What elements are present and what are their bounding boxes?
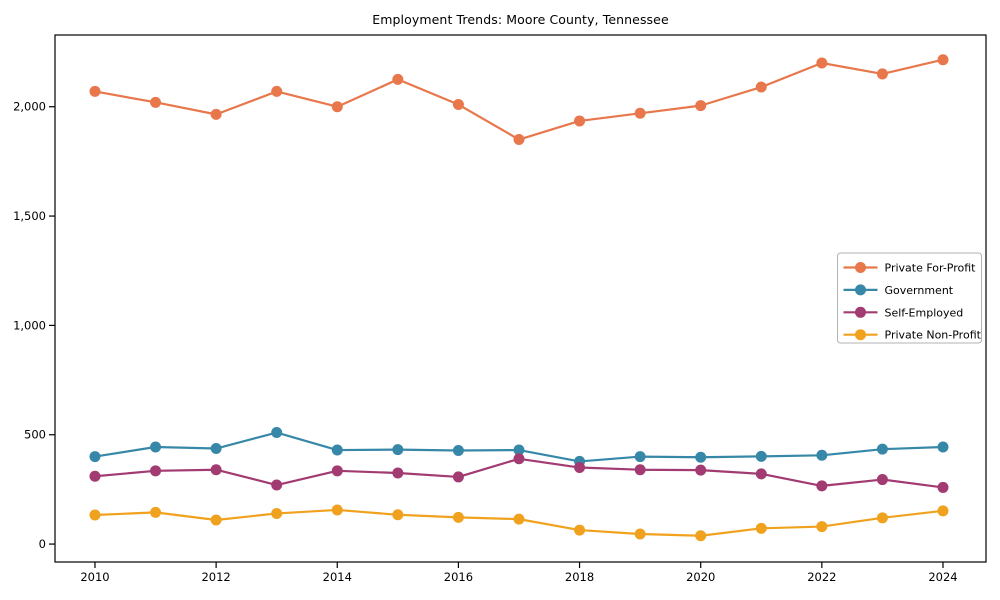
x-tick-label: 2022 bbox=[807, 570, 836, 584]
legend: Private For-Profit Government Self-Employe… bbox=[837, 252, 982, 344]
series-marker-private-for-profit bbox=[271, 85, 283, 97]
series-marker-private-for-profit bbox=[513, 134, 525, 146]
series-marker-government bbox=[816, 449, 828, 461]
series-marker-government bbox=[392, 444, 404, 456]
series-marker-government bbox=[331, 444, 343, 456]
x-tick-label: 2016 bbox=[444, 570, 473, 584]
series-marker-private-for-profit bbox=[150, 96, 162, 108]
y-tick-label: 0 bbox=[39, 537, 46, 551]
series-marker-private-non-profit bbox=[271, 507, 283, 519]
y-tick-label: 500 bbox=[24, 428, 46, 442]
x-tick-label: 2018 bbox=[565, 570, 594, 584]
series-marker-private-non-profit bbox=[937, 505, 949, 517]
series-marker-private-non-profit bbox=[755, 522, 767, 534]
series-marker-self-employed bbox=[150, 465, 162, 477]
series-marker-private-non-profit bbox=[574, 524, 586, 536]
series-marker-private-for-profit bbox=[452, 99, 464, 111]
series-marker-private-non-profit bbox=[331, 504, 343, 516]
series-marker-private-for-profit bbox=[89, 85, 101, 97]
series-marker-private-non-profit bbox=[816, 521, 828, 533]
series-marker-private-non-profit bbox=[634, 528, 646, 540]
series-marker-government bbox=[210, 443, 222, 455]
series-marker-private-for-profit bbox=[574, 115, 586, 127]
legend-label-private-non-profit: Private Non-Profit bbox=[885, 329, 982, 342]
series-marker-self-employed bbox=[89, 470, 101, 482]
series-marker-private-non-profit bbox=[452, 511, 464, 523]
x-tick-label: 2012 bbox=[201, 570, 230, 584]
series-marker-private-non-profit bbox=[210, 514, 222, 526]
legend-label-government: Government bbox=[885, 284, 954, 297]
series-marker-government bbox=[876, 443, 888, 455]
series-marker-self-employed bbox=[816, 480, 828, 492]
x-tick-label: 2020 bbox=[686, 570, 715, 584]
series-marker-private-non-profit bbox=[89, 509, 101, 521]
series-marker-private-non-profit bbox=[392, 509, 404, 521]
series-marker-self-employed bbox=[634, 464, 646, 476]
series-marker-private-for-profit bbox=[816, 57, 828, 69]
plot-frame bbox=[54, 34, 987, 563]
series-marker-self-employed bbox=[755, 468, 767, 480]
series-marker-private-for-profit bbox=[331, 101, 343, 113]
legend-marker-government bbox=[855, 284, 866, 296]
chart-title: Employment Trends: Moore County, Tenness… bbox=[372, 12, 669, 27]
series-line-private-for-profit bbox=[93, 58, 945, 141]
series-marker-private-for-profit bbox=[755, 81, 767, 93]
y-tick-label: 2,000 bbox=[13, 100, 46, 114]
series-marker-government bbox=[150, 441, 162, 453]
series-marker-private-for-profit bbox=[937, 54, 949, 66]
x-tick-label: 2024 bbox=[928, 570, 957, 584]
series-marker-private-for-profit bbox=[634, 107, 646, 119]
series-marker-private-non-profit bbox=[876, 512, 888, 524]
x-tick-label: 2010 bbox=[80, 570, 109, 584]
y-tick-label: 1,500 bbox=[13, 209, 46, 223]
series-marker-private-non-profit bbox=[513, 513, 525, 525]
series-marker-government bbox=[695, 451, 707, 463]
legend-marker-private-non-profit bbox=[855, 329, 866, 341]
legend-marker-private-for-profit bbox=[855, 262, 866, 273]
series-marker-private-non-profit bbox=[150, 506, 162, 518]
series-marker-self-employed bbox=[574, 462, 586, 474]
series-marker-self-employed bbox=[210, 464, 222, 476]
series-marker-self-employed bbox=[392, 467, 404, 479]
y-tick-label: 1,000 bbox=[13, 318, 46, 332]
series-marker-government bbox=[634, 451, 646, 463]
series-marker-private-for-profit bbox=[210, 108, 222, 120]
series-marker-government bbox=[513, 444, 525, 456]
series-marker-self-employed bbox=[452, 471, 464, 483]
x-tick-label: 2014 bbox=[323, 570, 352, 584]
series-marker-self-employed bbox=[937, 481, 949, 493]
series-marker-private-for-profit bbox=[876, 68, 888, 80]
legend-label-self-employed: Self-Employed bbox=[885, 306, 964, 319]
series-marker-private-for-profit bbox=[695, 100, 707, 112]
series-marker-private-for-profit bbox=[392, 73, 404, 85]
legend-marker-self-employed bbox=[855, 306, 866, 318]
series-marker-self-employed bbox=[331, 465, 343, 477]
series-marker-government bbox=[271, 427, 283, 439]
series-marker-government bbox=[755, 450, 767, 462]
legend-box bbox=[837, 252, 982, 344]
series-marker-self-employed bbox=[271, 479, 283, 491]
series-marker-private-non-profit bbox=[695, 530, 707, 542]
series-marker-self-employed bbox=[876, 474, 888, 486]
series-marker-self-employed bbox=[695, 464, 707, 476]
series-marker-government bbox=[452, 444, 464, 456]
legend-label-private-for-profit: Private For-Profit bbox=[885, 262, 977, 275]
series-marker-self-employed bbox=[513, 453, 525, 465]
series-marker-government bbox=[937, 441, 949, 453]
series-marker-government bbox=[89, 451, 101, 463]
